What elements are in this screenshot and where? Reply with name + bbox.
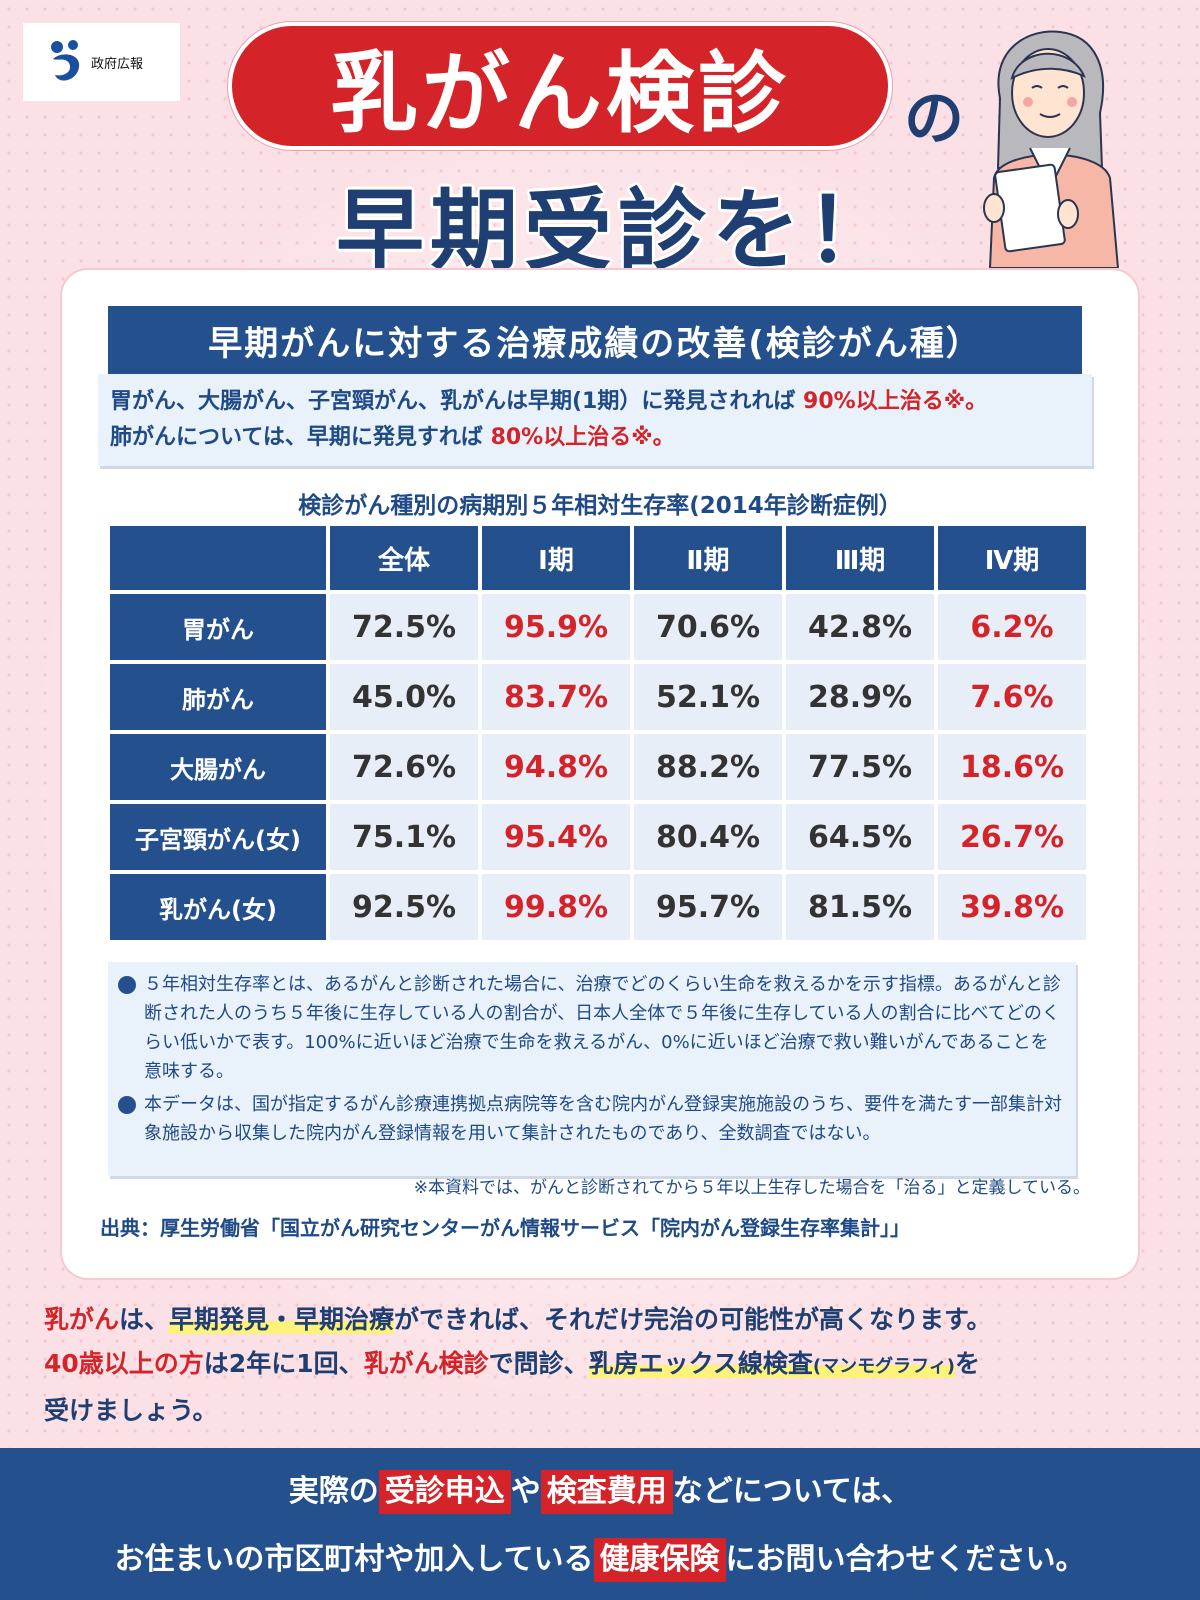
- column-header: Ⅱ期: [634, 526, 782, 590]
- table-cell: 42.8%: [786, 594, 934, 660]
- table-cell: 95.9%: [482, 594, 630, 660]
- banner-text: 実際の: [288, 1474, 379, 1509]
- note-text: ５年相対生存率とは、あるがんと診断された場合に、治療でどのくらい生命を救えるかを…: [144, 974, 1061, 1082]
- table-cell: 52.1%: [634, 664, 782, 730]
- survival-rate-table: 全体 Ⅰ期 Ⅱ期 Ⅲ期 Ⅳ期胃がん 72.5% 95.9% 70.6% 42.8% 6.2% 肺がん…: [110, 526, 1086, 942]
- contact-banner: 実際の 受診申込や検査費用 などについては、 お住まいの市区町村や加入している 健康保…: [0, 1448, 1200, 1600]
- title-pill: 乳がん検診: [228, 22, 892, 150]
- bullet-icon: [118, 976, 136, 994]
- table-cell: 70.6%: [634, 594, 782, 660]
- tag-health-insurance: 健康保険: [593, 1538, 726, 1582]
- table-cell: 88.2%: [634, 734, 782, 800]
- table-cell: 45.0%: [330, 664, 478, 730]
- main-card: 早期がんに対する治療成績の改善(検診がん種） 胃がん、大腸がん、子宮頸がん、乳が…: [62, 270, 1138, 1278]
- banner-text: や: [510, 1474, 541, 1509]
- lead-line-2: 肺がんについては、早期に発見すれば 80%以上治る※。: [110, 420, 1080, 456]
- table-cell: 99.8%: [482, 874, 630, 940]
- row-header: 大腸がん: [110, 734, 326, 800]
- table-cell: 64.5%: [786, 804, 934, 870]
- gov-pr-mark-icon: [51, 40, 80, 81]
- title-particle: の: [904, 84, 964, 154]
- note-item: 本データは、国が指定するがん診療連携拠点病院等を含む院内がん登録実施施設のうち、…: [118, 1090, 1062, 1148]
- section-heading: 早期がんに対する治療成績の改善(検診がん種）: [208, 323, 982, 364]
- table-cell: 75.1%: [330, 804, 478, 870]
- lead2-text: 肺がんについては、早期に発見すれば: [110, 425, 491, 450]
- table-cell: 6.2%: [938, 594, 1086, 660]
- table-cell: 95.7%: [634, 874, 782, 940]
- lead1-text: 胃がん、大腸がん、子宮頸がん、乳がんは早期(1期）に発見されれば: [110, 389, 804, 414]
- table-cell: 77.5%: [786, 734, 934, 800]
- table-cell: 72.5%: [330, 594, 478, 660]
- lead1-emphasis: 90%以上治る※。: [803, 389, 988, 414]
- table-corner-cell: [110, 526, 326, 590]
- banner-line-2: お住まいの市区町村や加入している 健康保険 にお問い合わせください。: [0, 1534, 1200, 1582]
- banner-text: にお問い合わせください。: [725, 1542, 1086, 1577]
- table-cell: 39.8%: [938, 874, 1086, 940]
- row-header: 子宮頸がん(女): [110, 804, 326, 870]
- msg-text: で問診、: [488, 1349, 589, 1378]
- msg-early-detection: 早期発見・早期治療: [169, 1305, 395, 1334]
- title-line2: 早期受診を！: [336, 179, 901, 282]
- notes-box: ５年相対生存率とは、あるがんと診断された場合に、治療でどのくらい生命を救えるかを…: [108, 962, 1076, 1176]
- source-citation: 出典：厚生労働省「国立がん研究センターがん情報サービス「院内がん登録生存率集計」…: [100, 1216, 910, 1240]
- table-cell: 18.6%: [938, 734, 1086, 800]
- table-cell: 83.7%: [482, 664, 630, 730]
- table-cell: 92.5%: [330, 874, 478, 940]
- msg-text: ができれば、それだけ完治の可能性が高くなります。: [394, 1305, 992, 1334]
- table-cell: 81.5%: [786, 874, 934, 940]
- row-header: 乳がん(女): [110, 874, 326, 940]
- banner-line-1: 実際の 受診申込や検査費用 などについては、: [0, 1466, 1200, 1514]
- msg-mammography: 乳房エックス線検査: [588, 1349, 813, 1378]
- column-header: Ⅰ期: [482, 526, 630, 590]
- section-heading-bar: 早期がんに対する治療成績の改善(検診がん種）: [108, 306, 1082, 374]
- msg-text: を: [954, 1349, 980, 1378]
- msg-text: は2年に1回、: [203, 1349, 364, 1378]
- banner-text: お住まいの市区町村や加入している: [114, 1542, 594, 1577]
- footnote: ※本資料では、がんと診断されてから５年以上生存した場合を「治る」と定義している。: [413, 1178, 1090, 1198]
- lead-box: 胃がん、大腸がん、子宮頸がん、乳がんは早期(1期）に発見されれば 90%以上治る…: [98, 374, 1092, 466]
- table-cell: 28.9%: [786, 664, 934, 730]
- table-cell: 95.4%: [482, 804, 630, 870]
- table-cell: 80.4%: [634, 804, 782, 870]
- message-line-2: 40歳以上の方は2年に1回、乳がん検診で問診、乳房エックス線検査(マンモグラフィ…: [44, 1342, 1164, 1389]
- msg-age: 40歳以上の方: [44, 1349, 204, 1378]
- msg-mammography-note: (マンモグラフィ): [812, 1356, 955, 1377]
- table-cell: 7.6%: [938, 664, 1086, 730]
- column-header: Ⅳ期: [938, 526, 1086, 590]
- row-header: 肺がん: [110, 664, 326, 730]
- column-header: Ⅲ期: [786, 526, 934, 590]
- bullet-icon: [118, 1096, 136, 1114]
- bottom-message: 乳がんは、早期発見・早期治療ができれば、それだけ完治の可能性が高くなります。 4…: [44, 1298, 1164, 1433]
- lead2-emphasis: 80%以上治る※。: [490, 425, 675, 450]
- lead-line-1: 胃がん、大腸がん、子宮頸がん、乳がんは早期(1期）に発見されれば 90%以上治る…: [110, 384, 1080, 420]
- table-cell: 94.8%: [482, 734, 630, 800]
- table-cell: 72.6%: [330, 734, 478, 800]
- tag-exam-cost: 検査費用: [540, 1470, 673, 1514]
- title-main: 乳がん検診: [329, 41, 790, 145]
- row-header: 胃がん: [110, 594, 326, 660]
- tag-application: 受診申込: [378, 1470, 511, 1514]
- government-pr-logo: 政府広報: [23, 23, 180, 101]
- note-text: 本データは、国が指定するがん診療連携拠点病院等を含む院内がん登録実施施設のうち、…: [144, 1094, 1062, 1144]
- table-title: 検診がん種別の病期別５年相対生存率(2014年診断症例）: [298, 493, 902, 519]
- woman-illustration: [983, 30, 1120, 268]
- note-item: ５年相対生存率とは、あるがんと診断された場合に、治療でどのくらい生命を救えるかを…: [118, 970, 1062, 1086]
- banner-text: などについては、: [672, 1474, 912, 1509]
- msg-breast-cancer: 乳がん: [44, 1305, 120, 1334]
- table-cell: 26.7%: [938, 804, 1086, 870]
- message-line-1: 乳がんは、早期発見・早期治療ができれば、それだけ完治の可能性が高くなります。: [44, 1298, 1164, 1342]
- msg-screening: 乳がん検診: [363, 1349, 489, 1378]
- message-line-3: 受けましょう。: [44, 1396, 218, 1425]
- logo-label: 政府広報: [91, 56, 144, 72]
- msg-mammography-group: 乳房エックス線検査(マンモグラフィ): [588, 1349, 955, 1378]
- column-header: 全体: [330, 526, 478, 590]
- msg-text: は、: [119, 1305, 170, 1334]
